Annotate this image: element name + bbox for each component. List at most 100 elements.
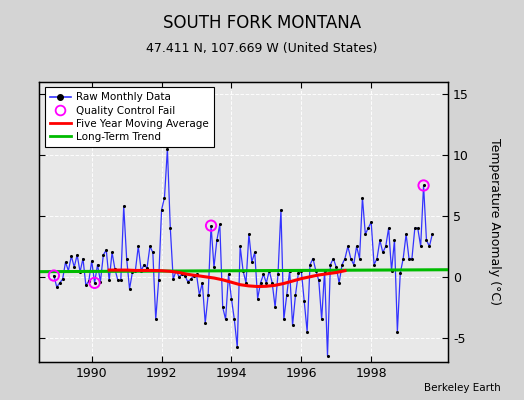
Point — [390, 237, 399, 244]
Point — [367, 219, 375, 225]
Point — [280, 316, 288, 322]
Point — [61, 259, 70, 265]
Point — [341, 255, 349, 262]
Point — [419, 182, 428, 189]
Point — [58, 276, 67, 282]
Point — [160, 194, 169, 201]
Point — [402, 231, 410, 237]
Point — [222, 316, 230, 322]
Point — [291, 292, 300, 298]
Point — [224, 271, 233, 278]
Point — [335, 280, 343, 286]
Point — [102, 247, 111, 253]
Point — [181, 272, 189, 279]
Point — [146, 243, 154, 250]
Point — [248, 259, 256, 265]
Point — [76, 269, 84, 275]
Point — [274, 271, 282, 278]
Point — [355, 255, 364, 262]
Text: Berkeley Earth: Berkeley Earth — [424, 383, 500, 393]
Point — [91, 280, 99, 286]
Point — [425, 243, 433, 250]
Point — [396, 270, 405, 276]
Point — [361, 231, 369, 237]
Point — [131, 268, 139, 274]
Y-axis label: Temperature Anomaly (°C): Temperature Anomaly (°C) — [488, 138, 501, 306]
Point — [358, 194, 367, 201]
Point — [271, 304, 279, 310]
Point — [309, 255, 317, 262]
Point — [219, 304, 227, 310]
Point — [300, 298, 309, 304]
Point — [323, 353, 332, 359]
Point — [239, 268, 247, 274]
Text: SOUTH FORK MONTANA: SOUTH FORK MONTANA — [163, 14, 361, 32]
Point — [376, 237, 384, 244]
Point — [419, 182, 428, 189]
Point — [201, 320, 210, 326]
Point — [50, 272, 58, 279]
Point — [99, 252, 107, 258]
Point — [204, 292, 212, 298]
Point — [70, 264, 79, 270]
Point — [163, 146, 171, 152]
Point — [411, 225, 419, 231]
Point — [242, 280, 250, 286]
Point — [88, 258, 96, 264]
Text: 47.411 N, 107.669 W (United States): 47.411 N, 107.669 W (United States) — [146, 42, 378, 55]
Point — [114, 277, 122, 284]
Point — [155, 277, 163, 284]
Point — [282, 292, 291, 298]
Point — [207, 222, 215, 229]
Point — [245, 231, 253, 237]
Point — [370, 262, 378, 268]
Point — [195, 292, 204, 298]
Point — [143, 265, 151, 272]
Point — [183, 278, 192, 285]
Point — [50, 272, 58, 279]
Point — [373, 255, 381, 262]
Point — [187, 276, 195, 282]
Point — [157, 207, 166, 213]
Point — [286, 268, 294, 274]
Point — [265, 268, 274, 274]
Point — [428, 231, 436, 237]
Point — [128, 269, 137, 275]
Point — [312, 268, 320, 274]
Point — [408, 255, 416, 262]
Point — [210, 264, 218, 270]
Point — [332, 264, 341, 270]
Point — [413, 225, 422, 231]
Point — [73, 252, 81, 258]
Point — [140, 262, 148, 268]
Point — [326, 262, 335, 268]
Point — [254, 296, 262, 302]
Point — [96, 278, 105, 285]
Point — [215, 221, 224, 228]
Point — [329, 255, 337, 262]
Point — [346, 255, 355, 262]
Point — [178, 271, 186, 278]
Point — [125, 286, 134, 292]
Point — [381, 243, 390, 250]
Point — [277, 207, 285, 213]
Point — [82, 282, 90, 288]
Point — [64, 268, 73, 274]
Point — [169, 276, 178, 282]
Point — [268, 280, 276, 286]
Legend: Raw Monthly Data, Quality Control Fail, Five Year Moving Average, Long-Term Tren: Raw Monthly Data, Quality Control Fail, … — [45, 87, 214, 147]
Point — [350, 262, 358, 268]
Point — [134, 243, 143, 250]
Point — [297, 268, 305, 274]
Point — [236, 243, 244, 250]
Point — [67, 253, 75, 259]
Point — [117, 277, 125, 284]
Point — [303, 328, 311, 335]
Point — [84, 278, 93, 284]
Point — [387, 268, 396, 274]
Point — [151, 316, 160, 322]
Point — [262, 280, 270, 286]
Point — [111, 266, 119, 273]
Point — [320, 268, 329, 274]
Point — [364, 225, 373, 231]
